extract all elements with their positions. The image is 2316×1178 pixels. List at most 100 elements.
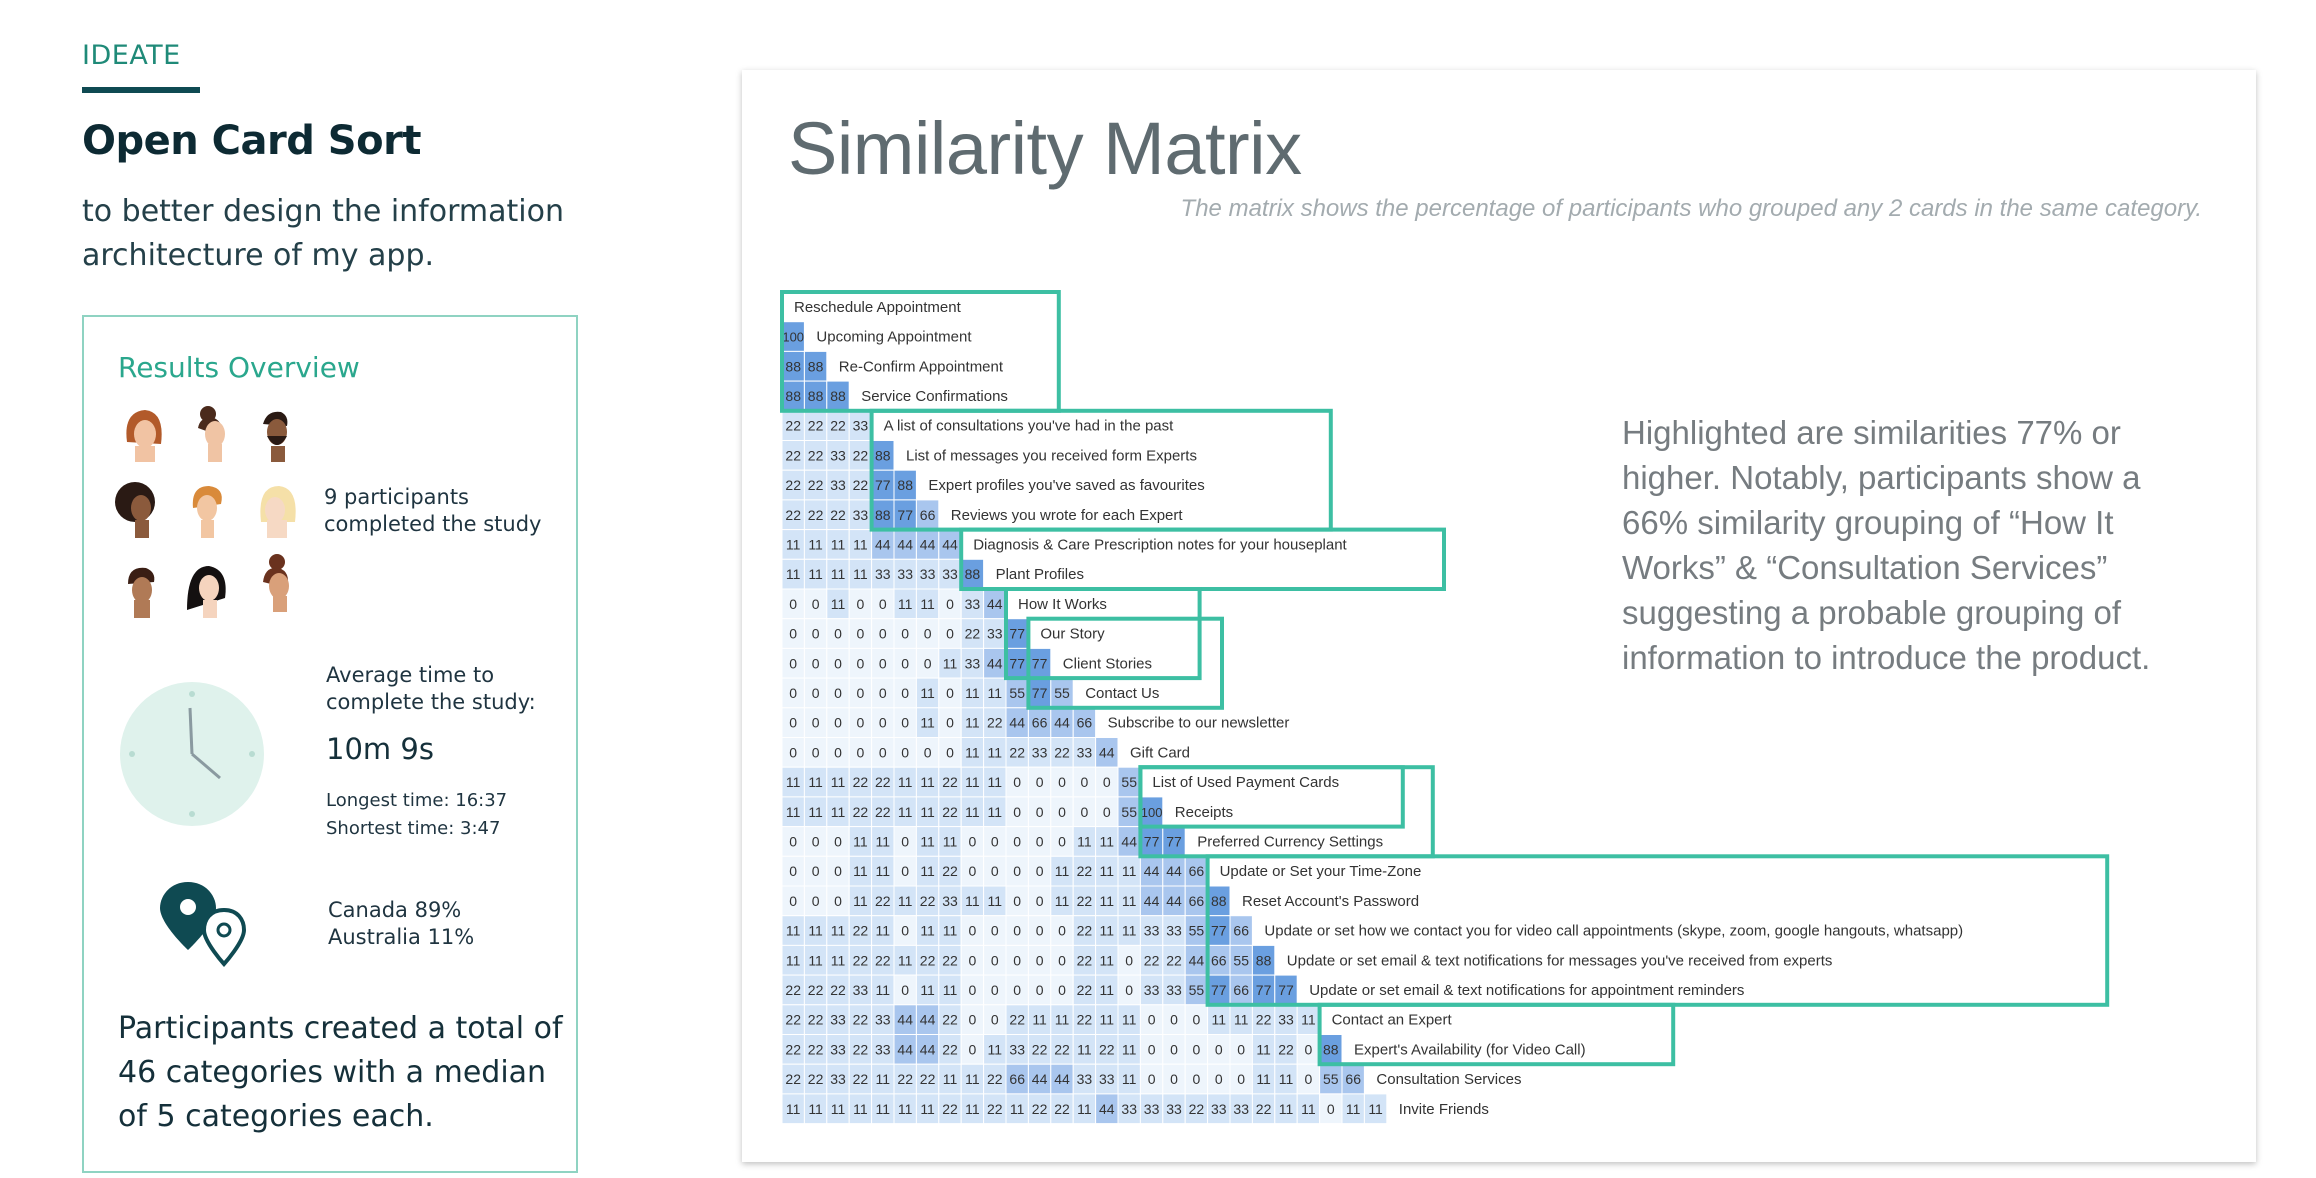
matrix-cell-value: 44 xyxy=(1189,952,1205,968)
participant-avatar-icon xyxy=(128,567,155,618)
matrix-cell-value: 22 xyxy=(920,1071,936,1087)
results-overview-title: Results Overview xyxy=(118,351,360,384)
matrix-cell-value: 22 xyxy=(1256,1012,1272,1028)
matrix-cell-value: 0 xyxy=(1081,774,1089,790)
matrix-cell-value: 22 xyxy=(1054,744,1070,760)
matrix-cell-value: 11 xyxy=(920,685,935,701)
matrix-cell-value: 22 xyxy=(1077,982,1093,998)
participant-avatar-icon xyxy=(126,410,162,462)
categories-summary: Participants created a total of 46 categ… xyxy=(118,1011,563,1134)
matrix-cell-value: 44 xyxy=(1054,1071,1070,1087)
matrix-cell-value: 22 xyxy=(853,774,869,790)
average-time-label: Average time to complete the study: xyxy=(326,663,536,714)
matrix-cell-value: 11 xyxy=(1212,1012,1227,1028)
matrix-cell-value: 22 xyxy=(942,1041,958,1057)
similarity-matrix-card: Similarity Matrix The matrix shows the p… xyxy=(742,70,2256,1162)
matrix-cell-value: 0 xyxy=(969,923,977,939)
matrix-cell-value: 77 xyxy=(1256,982,1272,998)
matrix-cell-value: 0 xyxy=(1058,833,1066,849)
matrix-cell-value: 11 xyxy=(1279,1101,1294,1117)
matrix-cell-value: 33 xyxy=(965,655,981,671)
matrix-cell-value: 0 xyxy=(991,833,999,849)
matrix-cell-value: 44 xyxy=(920,1041,936,1057)
matrix-cell-value: 55 xyxy=(1189,923,1205,939)
matrix-cell-value: 33 xyxy=(965,596,981,612)
matrix-row-label: Plant Profiles xyxy=(996,566,1084,583)
matrix-cell-value: 22 xyxy=(808,1012,824,1028)
matrix-cell-value: 22 xyxy=(1009,744,1025,760)
matrix-cell-value: 0 xyxy=(1036,804,1044,820)
matrix-cell-value: 66 xyxy=(1233,982,1249,998)
matrix-cell-value: 0 xyxy=(1058,923,1066,939)
matrix-row-label: How It Works xyxy=(1018,596,1107,613)
matrix-cell-value: 11 xyxy=(853,863,868,879)
matrix-cell-value: 33 xyxy=(942,893,958,909)
matrix-cell-value: 11 xyxy=(1301,1101,1316,1117)
matrix-cell-value: 11 xyxy=(831,923,846,939)
matrix-cell-value: 11 xyxy=(1122,863,1137,879)
matrix-cell-value: 0 xyxy=(812,685,820,701)
matrix-cell-value: 44 xyxy=(1166,863,1182,879)
matrix-cell-value: 11 xyxy=(988,804,1003,820)
matrix-cell-value: 22 xyxy=(853,952,869,968)
matrix-cell-value: 0 xyxy=(901,655,909,671)
matrix-cell-value: 0 xyxy=(1036,982,1044,998)
matrix-cell-value: 0 xyxy=(789,596,797,612)
matrix-row-label: A list of consultations you've had in th… xyxy=(884,418,1175,435)
matrix-cell-value: 0 xyxy=(991,863,999,879)
matrix-cell-value: 0 xyxy=(789,685,797,701)
matrix-cell-value: 22 xyxy=(785,447,801,463)
matrix-cell-value: 33 xyxy=(830,1041,846,1057)
matrix-cell-value: 11 xyxy=(920,923,935,939)
matrix-cell-value: 22 xyxy=(942,804,958,820)
matrix-cell-value: 55 xyxy=(1323,1071,1339,1087)
matrix-cell-value: 0 xyxy=(1103,774,1111,790)
matrix-cell-value: 0 xyxy=(812,893,820,909)
clock-icon xyxy=(120,682,264,826)
matrix-cell-value: 0 xyxy=(812,744,820,760)
matrix-cell-value: 22 xyxy=(808,418,824,434)
matrix-cell-value: 33 xyxy=(1032,744,1048,760)
matrix-cell-value: 0 xyxy=(789,655,797,671)
matrix-cell-value: 11 xyxy=(943,982,958,998)
matrix-cell-value: 22 xyxy=(808,982,824,998)
matrix-cell-value: 22 xyxy=(965,626,981,642)
matrix-cell-value: 66 xyxy=(1345,1071,1361,1087)
matrix-row-label: List of Used Payment Cards xyxy=(1152,774,1339,791)
matrix-cell-value: 0 xyxy=(834,893,842,909)
shortest-time: Shortest time: 3:47 xyxy=(326,818,501,839)
matrix-cell-value: 0 xyxy=(1013,774,1021,790)
matrix-cell-value: 88 xyxy=(808,388,824,404)
matrix-cell-value: 22 xyxy=(987,1101,1003,1117)
matrix-cell-value: 11 xyxy=(786,536,801,552)
matrix-cell-value: 0 xyxy=(1058,952,1066,968)
matrix-cell-value: 0 xyxy=(901,982,909,998)
matrix-cell-value: 33 xyxy=(1166,1101,1182,1117)
matrix-cell-value: 11 xyxy=(1100,833,1115,849)
matrix-cell-value: 11 xyxy=(1122,1071,1137,1087)
matrix-cell xyxy=(1363,1093,1388,1125)
matrix-cell-value: 0 xyxy=(924,655,932,671)
matrix-cell-value: 88 xyxy=(785,358,801,374)
matrix-cell-value: 0 xyxy=(901,744,909,760)
country-australia: Australia 11% xyxy=(328,925,475,949)
matrix-cell-value: 11 xyxy=(1077,833,1092,849)
participant-avatar-icon xyxy=(260,486,296,538)
matrix-cell-value: 77 xyxy=(1009,655,1025,671)
matrix-cell-value: 44 xyxy=(1144,863,1160,879)
matrix-cell-value: 77 xyxy=(1166,833,1182,849)
matrix-cell-value: 44 xyxy=(1144,893,1160,909)
matrix-row-label: Expert's Availability (for Video Call) xyxy=(1354,1041,1586,1058)
matrix-cell-value: 0 xyxy=(789,893,797,909)
matrix-cell-value: 0 xyxy=(1013,833,1021,849)
matrix-cell-value: 11 xyxy=(1301,1012,1316,1028)
matrix-row-label: Invite Friends xyxy=(1399,1101,1489,1118)
matrix-cell-value: 0 xyxy=(789,744,797,760)
matrix-cell-value: 0 xyxy=(1013,804,1021,820)
matrix-row-label: Contact an Expert xyxy=(1332,1012,1453,1029)
matrix-cell-value: 11 xyxy=(1234,1012,1249,1028)
matrix-cell-value: 0 xyxy=(924,626,932,642)
highlight-note: Highlighted are similarities 77% or high… xyxy=(1622,414,2151,676)
matrix-cell-value: 0 xyxy=(991,923,999,939)
similarity-group-box xyxy=(1004,587,1202,681)
